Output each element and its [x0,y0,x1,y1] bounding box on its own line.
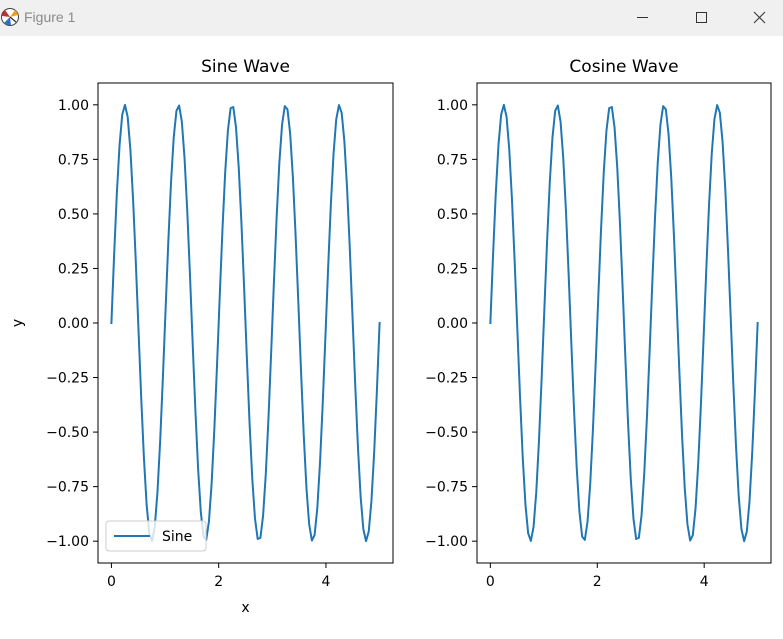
y-tick-label: 1.00 [437,98,468,114]
y-tick-label: −0.75 [425,480,468,496]
close-button[interactable] [737,0,783,36]
x-tick-label: 2 [214,574,223,590]
y-tick-label: 0.25 [58,261,89,277]
maximize-button[interactable] [678,0,724,36]
minimize-button[interactable] [619,0,665,36]
y-tick-label: −0.25 [425,371,468,387]
y-tick-label: −1.00 [425,534,468,550]
y-tick-label: 0.50 [58,207,89,223]
x-axis-label: x [241,600,249,616]
figure-canvas: −1.00 −0.75 −0.50 −0.25 0.00 0.25 0.50 0.75 1.00… [0,36,783,635]
x-tick-label: 4 [321,574,330,590]
maximize-icon [696,12,707,23]
legend-label: Sine [162,529,192,545]
y-tick-label: −0.50 [425,425,468,441]
y-tick-label: 0.50 [437,207,468,223]
y-tick-label: −0.25 [46,371,89,387]
legend-box [105,520,207,552]
y-tick-label: 1.00 [58,98,89,114]
title-bar[interactable]: Figure 1 [0,0,783,36]
axes-1: −1.00 −0.75 −0.50 −0.25 0.00 0.25 0.50 0.75 1.00… [425,57,772,590]
y-tick-label: 0.00 [437,316,468,332]
x-tick-label: 4 [700,574,709,590]
figure-plot-area: −1.00 −0.75 −0.50 −0.25 0.00 0.25 0.50 0.75 1.00… [10,57,772,616]
x-tick-label: 0 [107,574,116,590]
y-tick-label: −0.50 [46,425,89,441]
matplotlib-figure-icon [0,7,20,27]
close-icon [753,11,766,24]
y-tick-label: 0.25 [437,261,468,277]
series-line-0-0 [110,103,381,543]
window-title: Figure 1 [24,9,76,25]
axes-0: −1.00 −0.75 −0.50 −0.25 0.00 0.25 0.50 0.75 1.00… [10,57,394,616]
x-tick-label: 0 [486,574,495,590]
y-tick-label: −0.75 [46,480,89,496]
minimize-icon [637,17,648,18]
legend: Sine [105,520,207,552]
series-line-1-0 [489,103,759,543]
x-tick-label: 2 [593,574,602,590]
axes-title: Sine Wave [201,57,290,77]
y-tick-label: 0.75 [437,152,468,168]
axes-title: Cosine Wave [569,57,678,77]
y-tick-label: 0.75 [58,152,89,168]
y-tick-label: 0.00 [58,316,89,332]
y-tick-label: −1.00 [46,534,89,550]
y-axis-label: y [10,319,26,327]
